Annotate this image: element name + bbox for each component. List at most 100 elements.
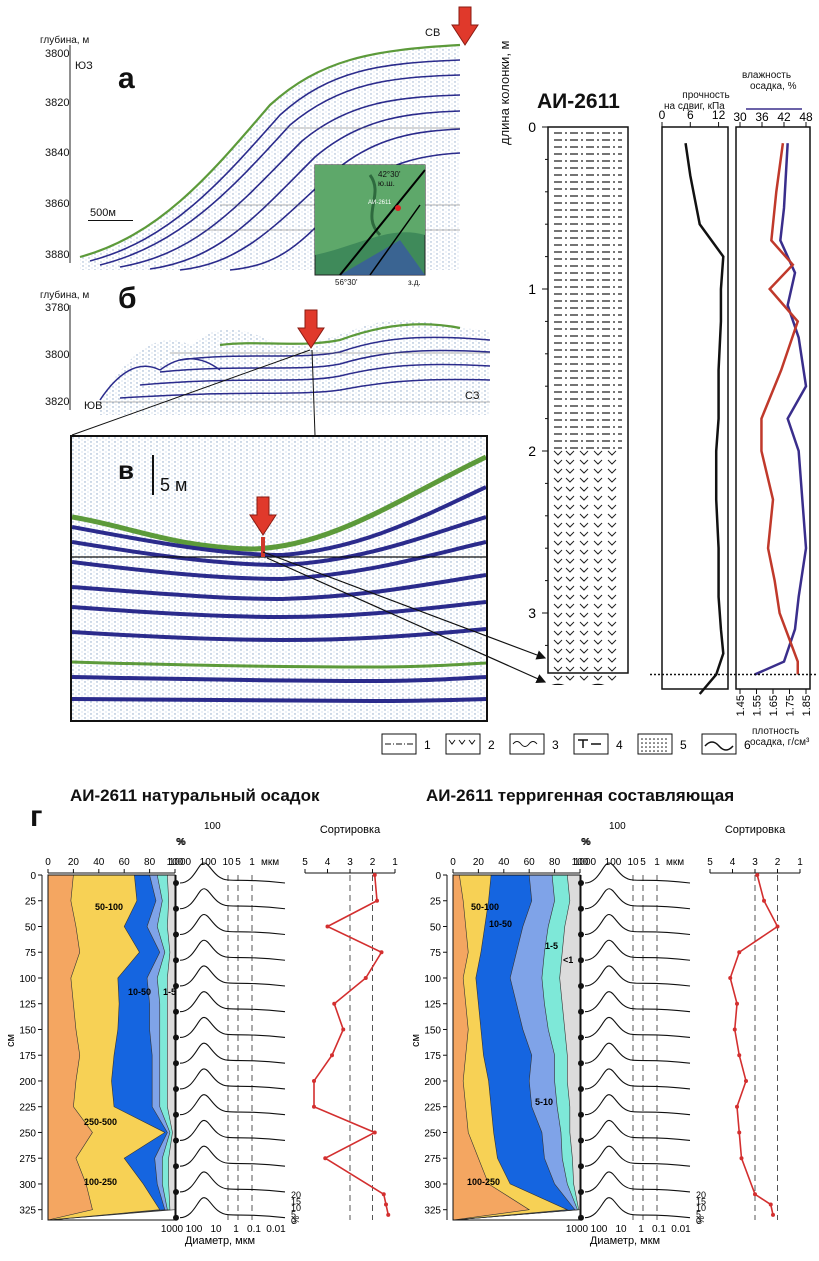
depth-tick-label: 300	[19, 1180, 36, 1191]
fraction-area	[47, 874, 93, 1221]
core-column: 0 1 2 3	[528, 119, 629, 685]
sorting-tick-label: 5	[707, 857, 713, 868]
pct-tick-label: 80	[549, 857, 561, 868]
scale-a: 500м	[90, 207, 116, 219]
lith-diatom	[553, 666, 617, 672]
grain-histogram	[179, 1068, 286, 1090]
grain-histogram	[584, 1016, 691, 1039]
depth-tick-label: 175	[19, 1051, 36, 1062]
sorting-point	[735, 1001, 739, 1006]
grain-histogram	[584, 888, 691, 910]
lith-diatom	[553, 495, 617, 501]
strength-line	[684, 143, 725, 695]
pct-tick-label: 100	[167, 857, 184, 868]
strength-label-2: на сдвиг, кПа	[664, 101, 725, 112]
diam-bottom-label: 0.1	[652, 1224, 666, 1235]
depth-tick-label: 25	[430, 897, 442, 908]
core-depth-label: 3	[528, 605, 536, 621]
legend-label: 2	[488, 738, 495, 752]
hist-pct-tick: 0	[291, 1216, 296, 1226]
fraction-label: 250-500	[84, 1117, 117, 1127]
diam-bottom-label: 1	[638, 1224, 644, 1235]
depth-tick-a-1: 3820	[45, 97, 70, 109]
grain-left-title: АИ-2611 натуральный осадок	[70, 786, 320, 805]
grain-histogram	[179, 913, 286, 936]
depth-unit: см	[410, 1034, 422, 1047]
depth-tick-label: 200	[19, 1077, 36, 1088]
lith-diatom	[553, 549, 617, 555]
hist-pct-unit: %	[291, 1216, 301, 1224]
hist-peak-label: 100	[609, 821, 626, 832]
lith-diatom	[553, 477, 617, 483]
legend-swatch	[509, 733, 545, 755]
legend-pattern	[661, 746, 663, 748]
depth-label-b: глубина, м	[40, 290, 90, 301]
hist-pct-tick: 5	[291, 1210, 296, 1220]
diam-tick-label: 5	[640, 857, 646, 868]
legend-pattern	[649, 738, 651, 740]
grain-histogram	[584, 862, 691, 884]
pct-tick-label: 60	[524, 857, 536, 868]
sorting-point	[744, 1078, 748, 1083]
lith-diatom	[553, 675, 617, 681]
pct-tick-label: 60	[119, 857, 131, 868]
core-link-arrows	[262, 551, 547, 683]
diam-bottom-label: 10	[210, 1224, 222, 1235]
legend-pattern	[704, 741, 734, 751]
sorting-point	[341, 1027, 346, 1032]
hist-pct-unit: %	[696, 1216, 706, 1224]
grain-histogram	[584, 1145, 691, 1167]
grain-histogram	[179, 1042, 286, 1064]
inset-lat: 42°30'	[378, 170, 401, 179]
legend-pattern	[657, 750, 659, 752]
sorting-point	[735, 1104, 739, 1109]
panel-letter-g: г	[30, 800, 43, 833]
grain-histogram	[584, 1068, 691, 1090]
core-location-arrow-a	[451, 6, 479, 46]
scale-v: 5 м	[160, 475, 188, 495]
inset-station: АИ-2611	[368, 200, 392, 206]
legend-pattern	[661, 750, 663, 752]
strength-tick-label: 6	[687, 108, 694, 122]
sorting-point	[381, 1192, 386, 1197]
sorting-tick-label: 2	[370, 857, 376, 868]
legend-pattern	[645, 738, 647, 740]
sorting-tick-label: 5	[302, 857, 308, 868]
core-title: АИ-2611	[537, 90, 620, 113]
hist-pct-tick: 5	[696, 1210, 701, 1220]
pct-tick-label: 40	[93, 857, 105, 868]
depth-tick-label: 125	[424, 1000, 441, 1011]
lith-diatom	[553, 504, 617, 510]
pct-tick-label: 40	[498, 857, 510, 868]
seismic-profile-b	[69, 305, 490, 415]
core-axis-label: длина колонки, м	[497, 40, 512, 145]
diam-tick-label: 10	[627, 857, 639, 868]
depth-tick-b-2: 3820	[45, 396, 70, 408]
hist-pct-tick: 20	[696, 1190, 706, 1200]
density-tick-label: 1.65	[768, 695, 780, 716]
sorting-point	[728, 975, 733, 980]
lith-diatom	[553, 558, 617, 564]
sorting-point	[312, 1078, 316, 1083]
pct-tick-label: 80	[144, 857, 156, 868]
depth-tick-label: 225	[19, 1103, 36, 1114]
grain-histogram	[179, 939, 286, 961]
depth-tick-a-4: 3880	[45, 249, 70, 261]
sorting-point	[739, 1156, 744, 1161]
legend-label: 1	[424, 738, 431, 752]
lith-diatom	[553, 657, 617, 663]
grain-histogram	[584, 913, 691, 936]
pct-tick-label: 0	[450, 857, 456, 868]
depth-tick-a-2: 3840	[45, 147, 70, 159]
seismic-profile-a	[69, 43, 461, 276]
hist-pct-sign: %	[176, 837, 185, 848]
diam-bottom-label: 100	[186, 1224, 203, 1235]
legend-pattern	[665, 746, 667, 748]
pct-sign: %	[177, 837, 186, 848]
lith-diatom	[553, 630, 617, 636]
moisture-tick-label: 30	[733, 110, 747, 124]
sorting-line	[313, 874, 390, 1216]
legend-pattern	[661, 742, 663, 744]
sorting-tick-label: 1	[392, 857, 398, 868]
sorting-point	[753, 1192, 757, 1197]
